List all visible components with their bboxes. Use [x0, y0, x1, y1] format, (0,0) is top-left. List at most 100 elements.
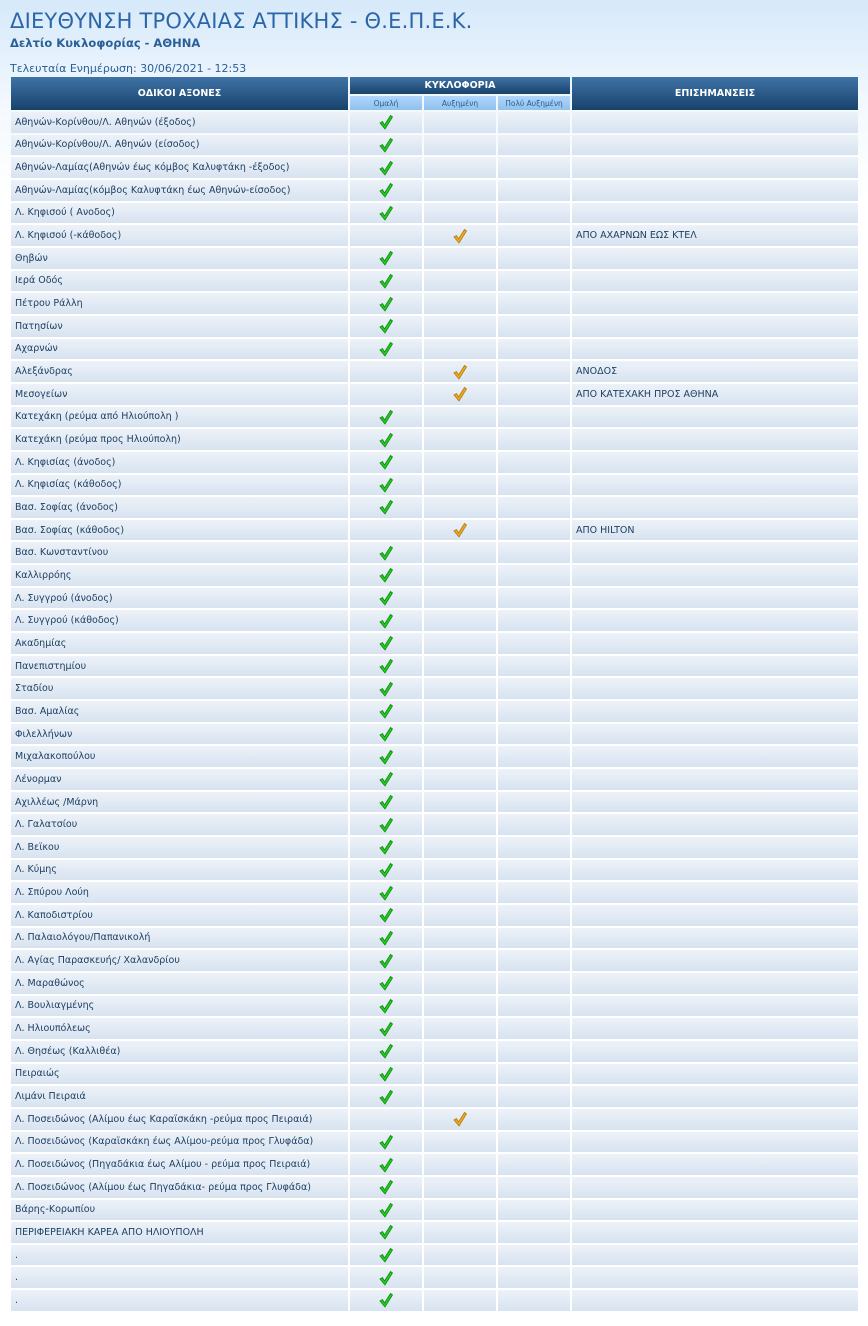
status-cell-normal	[350, 1063, 422, 1085]
road-note	[572, 542, 858, 564]
status-cell-very-increased	[498, 1154, 571, 1175]
table-row: Λ. Κηφισίας (άνοδος)	[11, 451, 858, 473]
table-row: Λ. Ποσειδώνος (Αλίμου έως Καραϊσκάκη -ρε…	[11, 1108, 858, 1130]
green-check-icon	[379, 319, 394, 334]
status-cell-increased	[424, 769, 496, 790]
status-cell-increased	[424, 1244, 496, 1266]
status-cell-increased	[424, 1131, 496, 1153]
green-check-icon	[379, 1044, 394, 1059]
road-name: Λ. Μαραθώνος	[11, 972, 348, 994]
status-cell-normal	[350, 1244, 422, 1266]
status-cell-normal	[350, 746, 422, 768]
status-cell-very-increased	[498, 565, 571, 586]
status-cell-increased	[424, 904, 496, 926]
table-row: ΠΕΡΙΦΕΡΕΙΑΚΗ ΚΑΡΕΑ ΑΠΟ ΗΛΙΟΥΠΟΛΗ	[11, 1222, 858, 1243]
green-check-icon	[379, 1270, 394, 1286]
table-row: Λ. Σπύρου Λούη	[11, 882, 858, 903]
table-row: Μεσογείων ΑΠΟ ΚΑΤΕΧΑΚΗ ΠΡΟΣ ΑΘΗΝΑ	[11, 383, 858, 405]
status-cell-increased	[424, 338, 496, 360]
green-check-icon	[379, 137, 394, 153]
status-cell-normal	[350, 565, 422, 586]
status-cell-normal	[350, 633, 422, 654]
road-note	[572, 814, 858, 835]
table-row: Σταδίου	[11, 678, 858, 700]
status-cell-increased	[424, 1222, 496, 1243]
table-row: Πειραιώς	[11, 1063, 858, 1085]
green-check-icon	[379, 251, 394, 266]
road-name: Βασ. Αμαλίας	[11, 701, 348, 722]
road-note	[572, 1244, 858, 1266]
status-cell-very-increased	[498, 1040, 571, 1062]
road-name: Κατεχάκη (ρεύμα από Ηλιούπολη )	[11, 406, 348, 428]
status-cell-very-increased	[498, 972, 571, 994]
table-row: .	[11, 1290, 858, 1311]
table-row: Πέτρου Ράλλη	[11, 293, 858, 314]
status-cell-increased	[424, 701, 496, 722]
road-name: Σταδίου	[11, 678, 348, 700]
table-row: Αθηνών-Κορίνθου/Λ. Αθηνών (έξοδος)	[11, 112, 858, 133]
last-updated: Τελευταία Ενημέρωση: 30/06/2021 - 12:53	[10, 62, 247, 75]
road-name: Λ. Κηφισίας (άνοδος)	[11, 451, 348, 473]
road-name: Λ. Κύμης	[11, 859, 348, 881]
green-check-icon	[379, 341, 394, 357]
table-row: Λένορμαν	[11, 769, 858, 790]
status-cell-very-increased	[498, 1108, 571, 1130]
status-cell-increased	[424, 837, 496, 858]
status-cell-very-increased	[498, 882, 571, 903]
road-note: ΑΠΟ ΑΧΑΡΝΩΝ ΕΩΣ ΚΤΕΛ	[572, 225, 858, 246]
status-cell-very-increased	[498, 179, 571, 201]
status-cell-very-increased	[498, 406, 571, 428]
road-name: Βάρης-Κορωπίου	[11, 1199, 348, 1221]
status-cell-increased	[424, 746, 496, 768]
green-check-icon	[379, 1066, 394, 1082]
status-cell-very-increased	[498, 633, 571, 654]
status-cell-very-increased	[498, 429, 571, 450]
status-cell-increased	[424, 1267, 496, 1289]
green-check-icon	[379, 613, 394, 629]
road-name: Αλεξάνδρας	[11, 361, 348, 382]
table-row: Ιερά Οδός	[11, 270, 858, 292]
green-check-icon	[379, 183, 394, 198]
table-row: .	[11, 1244, 858, 1266]
road-name: Λ. Κηφισού ( Ανοδος)	[11, 202, 348, 224]
status-cell-very-increased	[498, 1199, 571, 1221]
road-name: Λ. Συγγρού (άνοδος)	[11, 587, 348, 609]
table-row: Καλλιρρόης	[11, 565, 858, 586]
road-name: Καλλιρρόης	[11, 565, 348, 586]
status-cell-increased	[424, 950, 496, 971]
green-check-icon	[379, 115, 394, 131]
road-name: Φιλελλήνων	[11, 723, 348, 745]
status-cell-increased	[424, 995, 496, 1017]
status-cell-increased	[424, 1063, 496, 1085]
status-cell-normal	[350, 859, 422, 881]
table-row: Κατεχάκη (ρεύμα από Ηλιούπολη )	[11, 406, 858, 428]
status-cell-increased	[424, 927, 496, 949]
table-row: Μιχαλακοπούλου	[11, 746, 858, 768]
status-cell-very-increased	[498, 1267, 571, 1289]
table-row: Λ. Κύμης	[11, 859, 858, 881]
road-name: Μεσογείων	[11, 383, 348, 405]
status-cell-normal	[350, 179, 422, 201]
road-note	[572, 927, 858, 949]
status-cell-normal	[350, 1176, 422, 1198]
orange-check-icon	[453, 387, 468, 402]
table-row: Λ. Αγίας Παρασκευής/ Χαλανδρίου	[11, 950, 858, 971]
road-name: Λ. Κηφισού (-κάθοδος)	[11, 225, 348, 246]
road-note	[572, 837, 858, 858]
table-row: Λ. Βεϊκου	[11, 837, 858, 858]
status-cell-very-increased	[498, 542, 571, 564]
status-cell-increased	[424, 882, 496, 903]
status-cell-increased	[424, 655, 496, 677]
column-header-normal: Ομαλή	[350, 96, 422, 110]
table-row: Αχαρνών	[11, 338, 858, 360]
status-cell-normal	[350, 338, 422, 360]
status-cell-normal	[350, 225, 422, 246]
green-check-icon	[379, 1180, 394, 1195]
status-cell-normal	[350, 723, 422, 745]
orange-check-icon	[453, 228, 468, 244]
road-note	[572, 610, 858, 632]
road-name: Λ. Σπύρου Λούη	[11, 882, 348, 903]
status-cell-increased	[424, 1176, 496, 1198]
table-body: Αθηνών-Κορίνθου/Λ. Αθηνών (έξοδος) Αθηνών…	[11, 112, 858, 1311]
status-cell-increased	[424, 429, 496, 450]
